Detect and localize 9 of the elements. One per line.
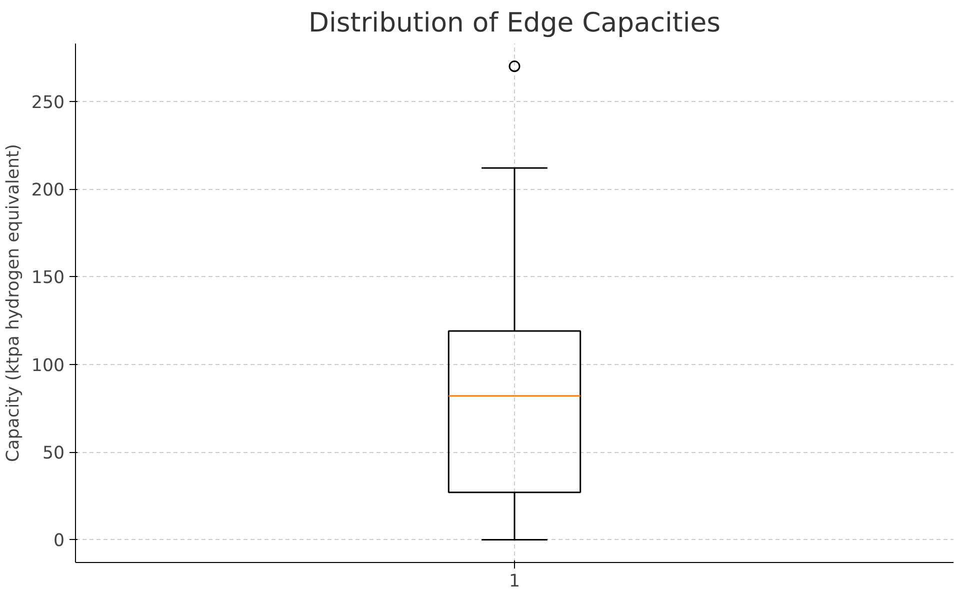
y-tick-label: 100: [31, 356, 65, 376]
y-tick-label: 150: [31, 268, 65, 288]
chart-title: Distribution of Edge Capacities: [308, 8, 721, 38]
y-axis-title: Capacity (ktpa hydrogen equivalent): [3, 144, 24, 462]
y-tick-label: 0: [53, 531, 65, 552]
y-tick-label: 250: [31, 92, 65, 113]
y-tick-label: 200: [31, 180, 65, 201]
y-tick-label: 50: [42, 444, 65, 464]
x-tick-label: 1: [508, 572, 520, 589]
